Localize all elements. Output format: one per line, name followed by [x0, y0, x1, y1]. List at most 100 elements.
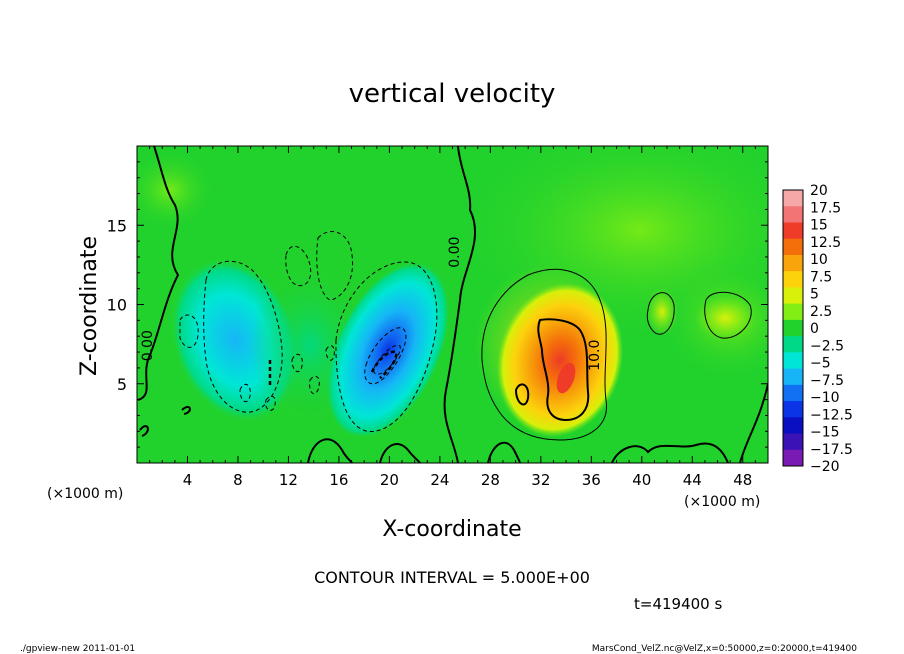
neg-contour-center-outer: [335, 261, 438, 432]
colorbar-label: −7.5: [810, 373, 844, 389]
colorbar-swatch: [783, 238, 803, 256]
y-axis: 5 10 15: [107, 161, 768, 448]
neg-contour-speckle-e: [325, 345, 335, 361]
colorbar-swatch: [783, 190, 803, 207]
contour-10-updraft: [537, 318, 590, 422]
zero-contour-bottom-d: [611, 442, 729, 463]
zero-contour-west: [137, 146, 180, 401]
contour-label: 0.00: [140, 330, 156, 361]
neg-contour-center-core: [373, 344, 401, 375]
x-unit-label-left: (×1000 m): [47, 486, 123, 502]
y-tick-label: 15: [107, 216, 127, 235]
colorbar-swatch: [783, 384, 803, 402]
neg-contour-speckle-c: [309, 375, 320, 395]
colorbar-swatch: [783, 319, 803, 337]
neg-contour-speckle-d: [265, 395, 276, 411]
x-tick-label: 12: [279, 471, 298, 489]
colorbar-swatch: [783, 433, 803, 451]
footer-left: ./gpview-new 2011-01-01: [20, 644, 135, 654]
zero-contour-bottom-c: [487, 441, 521, 463]
neg-contour-center-tall: [316, 231, 354, 301]
field-lime-left: [137, 150, 215, 230]
contour-label: 0.00: [447, 237, 463, 268]
zero-contour-center: [443, 146, 476, 463]
colorbar-label: −2.5: [810, 338, 844, 354]
y-tick-label: 10: [107, 296, 127, 315]
y-tick-label: 5: [117, 375, 127, 394]
x-axis-title: X-coordinate: [382, 517, 521, 542]
colorbar-swatch: [783, 254, 803, 272]
x-axis: 4 8 12 16 20 24 28 32 36 40 44 48: [149, 146, 769, 489]
colorbar-swatch: [783, 352, 803, 370]
colorbar-swatch: [783, 336, 803, 353]
chart-title: vertical velocity: [349, 79, 556, 109]
x-tick-label: 20: [380, 471, 399, 489]
contour-small-far-right: [704, 291, 752, 339]
updraft-core: [556, 362, 576, 394]
colorbar-swatch: [783, 417, 803, 435]
x-tick-label: 4: [183, 471, 193, 489]
colorbar-label: −17.5: [810, 442, 853, 458]
colorbar-swatch: [783, 303, 803, 321]
x-tick-label: 32: [531, 471, 550, 489]
x-tick-label: 16: [329, 471, 348, 489]
colorbar-swatch: [783, 222, 803, 240]
contour-lines: [137, 146, 768, 463]
colorbar-label: −10: [810, 390, 840, 406]
weak-updraft-a: [695, 296, 755, 340]
neg-contour-west-outer: [203, 260, 283, 413]
x-unit-label-right: (×1000 m): [684, 494, 760, 510]
x-tick-label: 28: [481, 471, 500, 489]
colorbar-label: −12.5: [810, 407, 853, 423]
colorbar-swatch: [783, 401, 803, 418]
contour-label: 10.0: [587, 340, 603, 371]
neg-contour-speckle-b: [291, 353, 303, 373]
neg-contour-speckle-a: [239, 383, 251, 403]
x-tick-label: 44: [683, 471, 702, 489]
zero-contour-bottom-a: [307, 438, 353, 463]
neg-contour-center-inner: [364, 327, 407, 385]
colorbar-label: 5: [810, 287, 819, 303]
colorbar-swatch: [783, 449, 803, 467]
colorbar-label: −20: [810, 459, 840, 475]
contour-small-right: [646, 292, 675, 335]
contour-10-small: [514, 383, 530, 406]
x-tick-label: 40: [632, 471, 651, 489]
colorbar-swatch: [783, 206, 803, 223]
footer-right: MarsCond_VelZ.nc@VelZ,x=0:50000,z=0:2000…: [592, 644, 857, 654]
colorbar-label: 2.5: [810, 304, 832, 320]
zero-contour-bottom-e: [739, 383, 768, 463]
x-tick-label: 48: [733, 471, 752, 489]
colorbar-swatch: [783, 368, 803, 386]
colorbar-label: 17.5: [810, 200, 841, 216]
zero-contour-bottom-b: [379, 443, 421, 463]
colorbar-label: −5: [810, 356, 831, 372]
zero-contour-small-b: [181, 405, 191, 415]
negative-contours: [179, 231, 438, 432]
neg-contour-center-top: [285, 245, 312, 287]
weak-updraft-b: [646, 288, 678, 336]
contour-5-updraft: [481, 268, 607, 441]
contour-interval: CONTOUR INTERVAL = 5.000E+00: [314, 568, 590, 587]
colorbar-label: 7.5: [810, 269, 832, 285]
y-axis-title: Z-coordinate: [77, 236, 102, 376]
colorbar-swatch: [783, 271, 803, 288]
colorbar-label: 0: [810, 321, 819, 337]
neg-contour-west-lobe: [179, 314, 199, 348]
x-tick-label: 8: [233, 471, 243, 489]
plot-field: 0.00 0.00 10.0: [137, 146, 768, 463]
colorbar-label: 20: [810, 183, 828, 199]
colorbar-label: 12.5: [810, 235, 841, 251]
colorbar-label: −15: [810, 425, 840, 441]
colorbar-label: 15: [810, 218, 828, 234]
x-tick-label: 36: [582, 471, 601, 489]
colorbar-swatch: [783, 287, 803, 305]
zero-contour-small-a: [139, 425, 149, 437]
contour-labels: 0.00 0.00 10.0: [140, 237, 603, 371]
x-tick-label: 24: [430, 471, 449, 489]
time-label: t=419400 s: [634, 595, 722, 613]
colorbar-label: 10: [810, 252, 828, 268]
colorbar-frame: [782, 189, 804, 467]
